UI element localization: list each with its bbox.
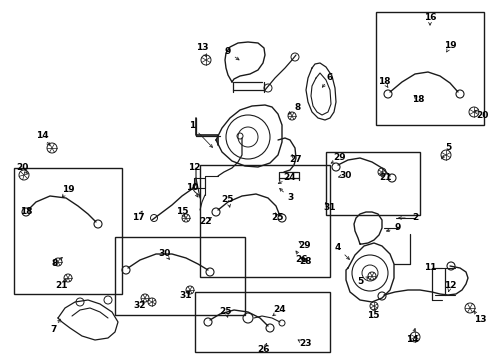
Text: 24: 24 [273, 306, 286, 315]
Text: 17: 17 [131, 213, 144, 222]
Text: 8: 8 [52, 260, 58, 269]
Text: 18: 18 [20, 207, 32, 216]
Text: 31: 31 [323, 203, 336, 212]
Text: 5: 5 [356, 278, 363, 287]
Text: 14: 14 [36, 131, 48, 140]
Text: 14: 14 [405, 336, 417, 345]
Text: 25: 25 [271, 213, 284, 222]
Text: 19: 19 [443, 41, 455, 50]
Text: 20: 20 [475, 112, 487, 121]
Text: 26: 26 [257, 346, 270, 355]
Text: 21: 21 [378, 174, 390, 183]
Text: 9: 9 [224, 48, 231, 57]
Text: 25: 25 [219, 307, 232, 316]
Bar [375, 12, 483, 125]
Text: 28: 28 [299, 257, 312, 266]
Text: 13: 13 [195, 44, 208, 53]
Text: 16: 16 [423, 13, 435, 22]
Text: 20: 20 [16, 163, 28, 172]
Text: 30: 30 [339, 171, 351, 180]
Text: 7: 7 [51, 325, 57, 334]
Text: 32: 32 [134, 302, 146, 310]
Bar [14, 168, 122, 294]
Text: 26: 26 [295, 256, 307, 265]
Text: 18: 18 [377, 77, 389, 86]
Text: 19: 19 [61, 185, 74, 194]
Text: 15: 15 [175, 207, 188, 216]
Text: 10: 10 [185, 184, 198, 193]
Bar [200, 165, 329, 277]
Text: 29: 29 [298, 240, 311, 249]
Text: 31: 31 [180, 292, 192, 301]
Text: 13: 13 [473, 315, 485, 324]
Text: 1: 1 [188, 122, 195, 130]
Text: 30: 30 [159, 249, 171, 258]
Text: 2: 2 [411, 213, 417, 222]
Text: 21: 21 [56, 280, 68, 289]
Text: 12: 12 [443, 280, 455, 289]
Bar [325, 152, 419, 215]
Text: 5: 5 [444, 144, 450, 153]
Text: 12: 12 [187, 163, 200, 172]
Text: 18: 18 [411, 95, 424, 104]
Text: 3: 3 [286, 194, 292, 202]
Text: 11: 11 [423, 264, 435, 273]
Text: 25: 25 [221, 195, 234, 204]
Bar [115, 237, 244, 315]
Text: 15: 15 [366, 310, 379, 320]
Text: 6: 6 [326, 73, 332, 82]
Bar [195, 292, 329, 352]
Text: 24: 24 [283, 174, 296, 183]
Text: 27: 27 [289, 156, 302, 165]
Text: 29: 29 [333, 153, 346, 162]
Text: 23: 23 [298, 339, 311, 348]
Text: 8: 8 [294, 104, 301, 112]
Text: 4: 4 [334, 243, 341, 252]
Text: 9: 9 [394, 224, 400, 233]
Text: 22: 22 [199, 217, 212, 226]
